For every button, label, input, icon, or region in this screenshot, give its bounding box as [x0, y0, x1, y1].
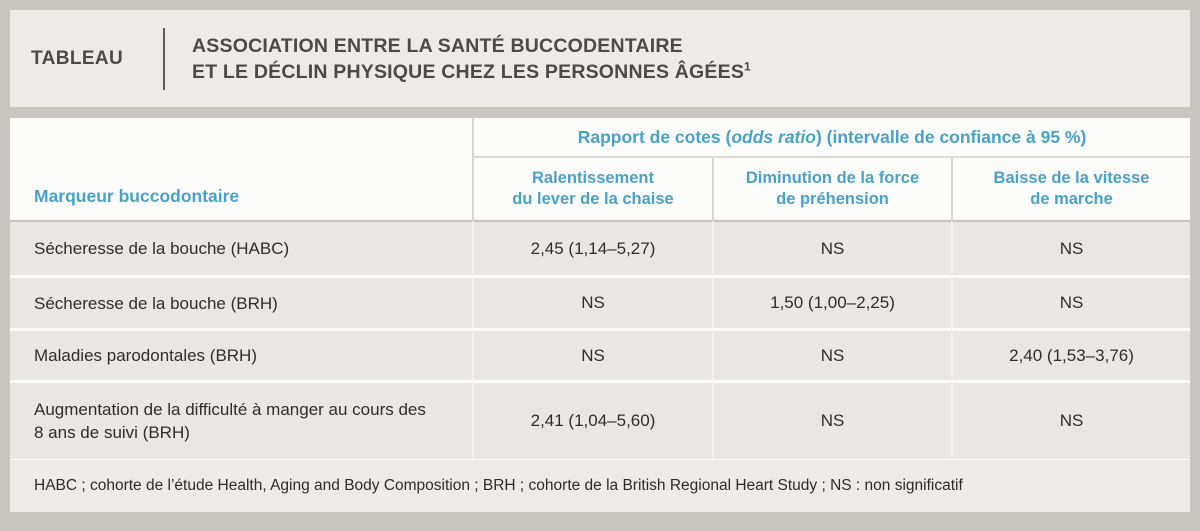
table-header-row-span: Marqueur buccodontaire Rapport de cotes …	[10, 118, 1191, 206]
column-header-gait-speed: Baisse de la vitesse de marche	[951, 158, 1190, 220]
table-row: Augmentation de la difficulté à manger a…	[10, 380, 1191, 459]
cell-value: 2,40 (1,53–3,76)	[951, 328, 1191, 380]
cell-value: NS	[712, 380, 951, 459]
data-table: Marqueur buccodontaire Rapport de cotes …	[10, 118, 1191, 512]
table-card: Marqueur buccodontaire Rapport de cotes …	[10, 118, 1191, 512]
table-kicker: TABLEAU	[31, 47, 124, 69]
col2-line1: Diminution de la force	[745, 169, 920, 187]
cell-value: NS	[472, 328, 712, 380]
col3-line1: Baisse de la vitesse	[993, 169, 1150, 187]
col2-line2: de préhension	[776, 190, 889, 208]
col1-line2: du lever de la chaise	[512, 190, 674, 208]
column-header-chair-rise: Ralentissement du lever de la chaise	[472, 158, 712, 220]
figure-title-line1: ASSOCIATION ENTRE LA SANTÉ BUCCODENTAIRE	[192, 34, 683, 57]
cell-value: NS	[951, 380, 1191, 459]
title-divider	[163, 27, 165, 90]
cell-value: NS	[472, 275, 712, 328]
row-label: Sécheresse de la bouche (BRH)	[10, 275, 472, 328]
odds-ratio-suffix: ) (intervalle de confiance à 95 %)	[815, 126, 1087, 147]
odds-ratio-italic: odds ratio	[731, 126, 816, 147]
table-row: Sécheresse de la bouche (BRH) NS 1,50 (1…	[10, 275, 1191, 328]
table-row: Maladies parodontales (BRH) NS NS 2,40 (…	[10, 328, 1191, 380]
column-header-odds-ratio-group: Rapport de cotes (odds ratio) (intervall…	[472, 118, 1191, 158]
col3-line2: de marche	[1030, 190, 1113, 208]
cell-value: NS	[712, 220, 951, 275]
figure-title-line2: ET LE DÉCLIN PHYSIQUE CHEZ LES PERSONNES…	[192, 60, 745, 83]
cell-value: NS	[951, 220, 1191, 275]
title-band: TABLEAU ASSOCIATION ENTRE LA SANTÉ BUCCO…	[10, 10, 1190, 107]
cell-value: 2,41 (1,04–5,60)	[472, 380, 712, 459]
column-header-marker: Marqueur buccodontaire	[34, 186, 240, 206]
table-row: Sécheresse de la bouche (HABC) 2,45 (1,1…	[10, 220, 1191, 275]
row-label: Maladies parodontales (BRH)	[10, 328, 472, 380]
title-footnote-marker: 1	[744, 59, 751, 73]
odds-ratio-prefix: Rapport de cotes (	[577, 126, 732, 147]
figure-title: ASSOCIATION ENTRE LA SANTÉ BUCCODENTAIRE…	[165, 33, 751, 85]
cell-value: NS	[712, 328, 951, 380]
row-label: Augmentation de la difficulté à manger a…	[10, 380, 472, 459]
col1-line1: Ralentissement	[532, 169, 654, 187]
cell-value: NS	[951, 275, 1191, 328]
cell-value: 1,50 (1,00–2,25)	[712, 275, 951, 328]
cell-value: 2,45 (1,14–5,27)	[472, 220, 712, 275]
row-label: Sécheresse de la bouche (HABC)	[10, 220, 472, 275]
footnote-band: HABC ; cohorte de l’étude Health, Aging …	[10, 460, 1190, 512]
table-header-row-sub: Ralentissement du lever de la chaise Dim…	[10, 158, 1190, 220]
column-header-grip-strength: Diminution de la force de préhension	[712, 158, 951, 220]
footnote-text: HABC ; cohorte de l’étude Health, Aging …	[34, 477, 963, 494]
